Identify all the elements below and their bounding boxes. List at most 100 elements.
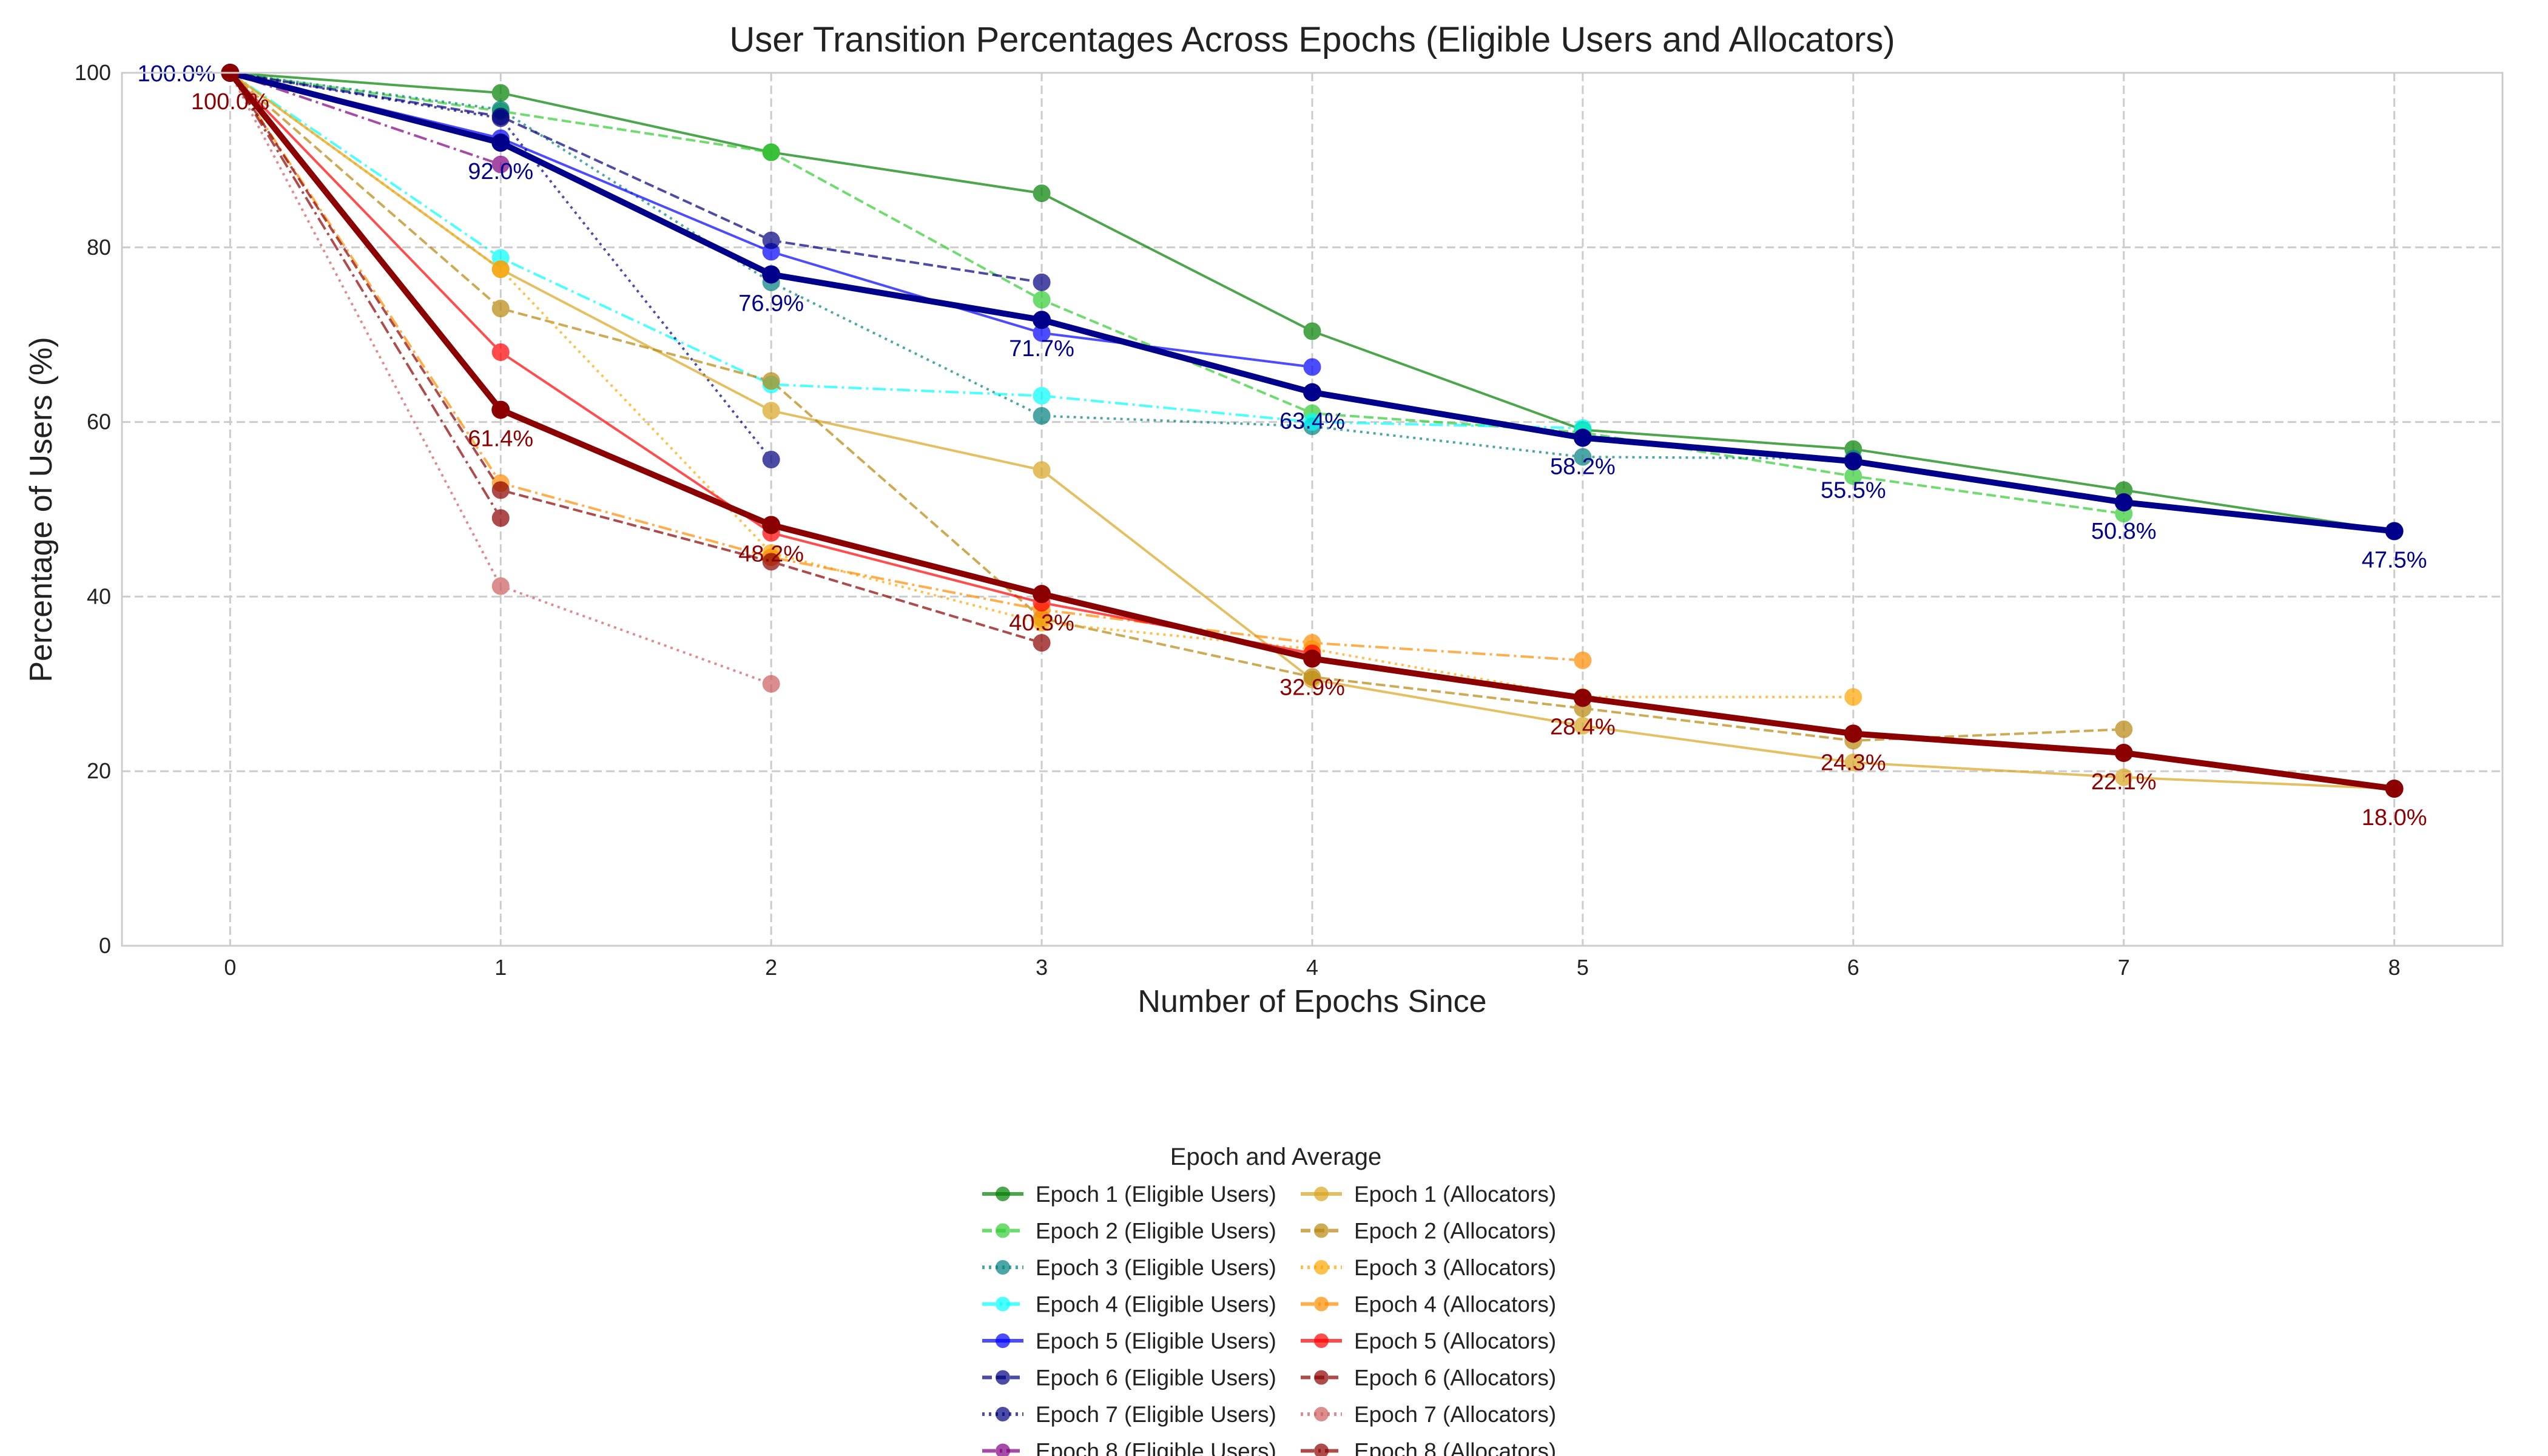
legend-marker (996, 1407, 1010, 1421)
legend-title: Epoch and Average (1170, 1144, 1381, 1170)
average-point (2114, 493, 2133, 511)
data-point (1033, 291, 1051, 309)
legend-label: Epoch 4 (Eligible Users) (1036, 1292, 1276, 1317)
data-point (1303, 322, 1321, 340)
data-point (762, 450, 780, 468)
average-point (762, 516, 781, 534)
x-tick-label: 6 (1847, 955, 1859, 980)
legend-item: Epoch 8 (Eligible Users) (982, 1439, 1276, 1456)
legend-label: Epoch 6 (Allocators) (1354, 1366, 1556, 1390)
legend-marker (1314, 1187, 1329, 1201)
average-data-label: 76.9% (738, 291, 804, 316)
legend-item: Epoch 3 (Eligible Users) (982, 1255, 1276, 1280)
data-point (762, 553, 780, 571)
data-point (491, 155, 510, 174)
legend-item: Epoch 2 (Allocators) (1301, 1219, 1556, 1244)
data-point (1574, 716, 1592, 735)
x-tick-label: 7 (2118, 955, 2130, 980)
average-point (1033, 585, 1051, 604)
average-point (1573, 689, 1592, 707)
x-tick-label: 0 (224, 955, 236, 980)
average-data-label: 58.2% (1550, 454, 1616, 480)
average-data-label: 28.4% (1550, 714, 1616, 740)
x-axis-label: Number of Epochs Since (1138, 984, 1486, 1019)
average-point (762, 265, 781, 284)
legend-label: Epoch 7 (Eligible Users) (1036, 1402, 1276, 1427)
y-tick-label: 60 (87, 410, 111, 434)
legend-label: Epoch 5 (Allocators) (1354, 1329, 1556, 1353)
legend-item: Epoch 7 (Eligible Users) (982, 1402, 1276, 1427)
average-data-label: 50.8% (2091, 519, 2157, 544)
average-data-label: 61.4% (468, 426, 533, 451)
data-point (491, 481, 510, 499)
legend-marker (996, 1260, 1010, 1275)
data-point (1033, 273, 1051, 291)
data-point (491, 300, 510, 318)
series-line (229, 72, 1042, 644)
x-tick-label: 3 (1036, 955, 1048, 980)
data-point (491, 577, 510, 595)
legend-marker (1314, 1443, 1329, 1456)
series-line (230, 72, 2125, 515)
y-tick-label: 80 (87, 235, 111, 260)
average-point (1844, 724, 1862, 743)
y-tick-label: 100 (75, 60, 111, 85)
legend-label: Epoch 4 (Allocators) (1354, 1292, 1556, 1317)
data-point (1033, 184, 1051, 203)
grid (122, 72, 2502, 947)
series-line (229, 72, 1583, 662)
legend-label: Epoch 7 (Allocators) (1354, 1402, 1556, 1427)
series-epoch-6-eligible-users- (221, 64, 1051, 291)
data-point (762, 231, 780, 249)
average-point (491, 400, 510, 419)
y-tick-label: 0 (99, 933, 111, 958)
series-line (230, 72, 1042, 284)
series-line (229, 72, 2124, 742)
average-data-label: 47.5% (2362, 547, 2427, 573)
data-point (762, 402, 780, 420)
average-labels: 100.0% 92.0% 76.9% 71.7% 63.4% 58.2% 55.5% 50.8… (137, 61, 2427, 831)
legend-item: Epoch 5 (Allocators) (1301, 1329, 1556, 1353)
data-point (1303, 668, 1321, 686)
average-point (1573, 428, 1592, 447)
legend: Epoch 1 (Eligible Users) Epoch 2 (Eligibl… (982, 1182, 1556, 1456)
legend-label: Epoch 5 (Eligible Users) (1036, 1329, 1276, 1353)
data-point (762, 372, 780, 390)
data-point (2115, 768, 2133, 786)
legend-item: Epoch 2 (Eligible Users) (982, 1219, 1276, 1244)
legend-label: Epoch 6 (Eligible Users) (1036, 1366, 1276, 1390)
legend-marker (996, 1296, 1010, 1312)
data-point (1303, 413, 1321, 431)
series-line (229, 72, 502, 519)
legend-item: Epoch 4 (Eligible Users) (982, 1292, 1276, 1317)
legend-label: Epoch 3 (Eligible Users) (1036, 1255, 1276, 1280)
average-point (491, 133, 510, 152)
chart-title: User Transition Percentages Across Epoch… (729, 20, 1895, 59)
average-point (1844, 452, 1862, 471)
series-lines (221, 64, 2404, 798)
legend-label: Epoch 2 (Eligible Users) (1036, 1219, 1276, 1244)
average-data-label: 100.0% (191, 89, 269, 115)
legend-item: Epoch 1 (Eligible Users) (982, 1182, 1276, 1207)
data-point (491, 260, 510, 278)
legend-item: Epoch 6 (Eligible Users) (982, 1366, 1276, 1390)
legend-item: Epoch 8 (Allocators) (1301, 1439, 1556, 1456)
average-point (2385, 522, 2404, 541)
average-data-label: 100.0% (137, 61, 215, 87)
average-point (1303, 383, 1321, 402)
average-data-label: 55.5% (1821, 477, 1886, 503)
plot-frame (121, 72, 2504, 947)
average-point (1033, 311, 1051, 329)
legend-marker (1314, 1296, 1329, 1312)
legend-label: Epoch 1 (Eligible Users) (1036, 1182, 1276, 1207)
legend-item: Epoch 1 (Allocators) (1301, 1182, 1556, 1207)
x-tick-label: 8 (2388, 955, 2401, 980)
data-point (1844, 753, 1862, 772)
average-data-label: 32.9% (1279, 675, 1345, 701)
data-point (491, 343, 510, 361)
legend-item: Epoch 3 (Allocators) (1301, 1255, 1556, 1280)
y-tick-label: 20 (87, 758, 111, 783)
series-line (229, 72, 1583, 430)
